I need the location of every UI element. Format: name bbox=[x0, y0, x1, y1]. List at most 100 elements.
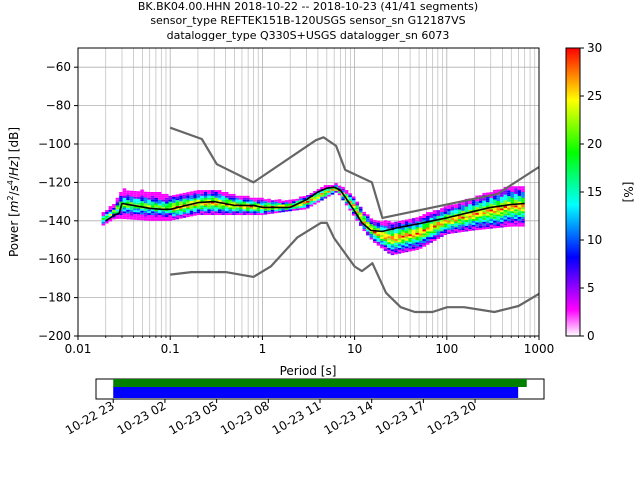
density-cell bbox=[475, 220, 479, 223]
density-cell bbox=[454, 223, 458, 226]
density-cell bbox=[482, 204, 486, 207]
density-cell bbox=[443, 227, 448, 230]
density-cell bbox=[429, 214, 434, 216]
density-cell bbox=[165, 207, 169, 210]
density-cell bbox=[242, 203, 247, 206]
density-cell bbox=[503, 207, 508, 210]
density-cell bbox=[390, 245, 395, 248]
density-cell bbox=[147, 205, 151, 208]
density-cell bbox=[461, 214, 465, 217]
density-cell bbox=[425, 235, 430, 238]
density-cell bbox=[256, 197, 261, 200]
density-cell bbox=[415, 230, 419, 233]
density-cell bbox=[182, 206, 187, 209]
density-cell bbox=[408, 226, 412, 229]
density-cell bbox=[362, 227, 367, 230]
density-cell bbox=[256, 201, 261, 204]
density-cell bbox=[133, 200, 137, 203]
density-cell bbox=[454, 231, 458, 233]
density-cell bbox=[425, 233, 430, 236]
density-cell bbox=[457, 224, 462, 227]
density-cell bbox=[288, 199, 292, 202]
density-cell bbox=[295, 200, 300, 203]
density-cell bbox=[418, 227, 423, 230]
density-cell bbox=[263, 201, 268, 204]
density-cell bbox=[182, 194, 187, 197]
density-cell bbox=[369, 226, 374, 228]
timeline-bar bbox=[113, 379, 527, 387]
density-cell bbox=[168, 207, 173, 210]
density-cell bbox=[129, 196, 134, 199]
density-cell bbox=[168, 205, 173, 208]
density-cell bbox=[397, 245, 402, 248]
density-cell bbox=[401, 239, 405, 242]
density-cell bbox=[210, 205, 215, 208]
density-cell bbox=[147, 209, 151, 212]
density-cell bbox=[172, 198, 176, 201]
density-cell bbox=[457, 211, 462, 214]
density-cell bbox=[394, 250, 398, 253]
density-cell bbox=[172, 216, 176, 219]
density-cell bbox=[214, 207, 218, 210]
density-cell bbox=[150, 213, 155, 216]
density-cell bbox=[217, 213, 222, 216]
density-cell bbox=[429, 233, 434, 236]
density-cell bbox=[306, 198, 310, 201]
density-cell bbox=[485, 213, 490, 216]
density-cell bbox=[373, 221, 377, 224]
density-cell bbox=[443, 233, 448, 236]
density-cell bbox=[373, 231, 377, 234]
density-cell bbox=[140, 191, 144, 194]
density-cell bbox=[503, 194, 508, 197]
density-cell bbox=[313, 202, 317, 205]
density-cell bbox=[165, 205, 169, 208]
density-cell bbox=[302, 205, 307, 208]
density-cell bbox=[334, 183, 338, 186]
density-cell bbox=[306, 195, 310, 197]
density-cell bbox=[129, 215, 134, 218]
figure-title: BK.BK04.00.HHN 2018-10-22 -- 2018-10-23 … bbox=[138, 0, 478, 42]
density-cell bbox=[200, 207, 204, 210]
density-cell bbox=[112, 203, 116, 206]
density-cell bbox=[129, 206, 134, 209]
x-axis-label: Period [s] bbox=[280, 364, 337, 378]
density-cell bbox=[143, 191, 148, 194]
density-cell bbox=[235, 195, 240, 198]
density-cell bbox=[447, 220, 451, 223]
density-cell bbox=[355, 216, 359, 219]
density-cell bbox=[468, 219, 472, 222]
density-cell bbox=[249, 213, 254, 216]
density-cell bbox=[214, 199, 218, 202]
density-cell bbox=[150, 192, 155, 194]
density-cell bbox=[401, 245, 405, 248]
density-cell bbox=[485, 217, 490, 220]
density-cell bbox=[503, 198, 508, 201]
y-tick-label: −80 bbox=[46, 99, 71, 113]
density-cell bbox=[475, 222, 479, 225]
density-cell bbox=[235, 197, 240, 200]
density-cell bbox=[129, 198, 134, 201]
density-cell bbox=[126, 205, 130, 208]
density-cell bbox=[376, 226, 381, 229]
density-cell bbox=[411, 243, 416, 245]
density-cell bbox=[485, 192, 490, 195]
density-cell bbox=[457, 228, 462, 231]
density-cell bbox=[387, 230, 391, 233]
density-cell bbox=[366, 221, 370, 224]
density-cell bbox=[521, 195, 525, 198]
density-cell bbox=[115, 216, 120, 219]
density-cell bbox=[380, 240, 384, 243]
density-cell bbox=[471, 207, 476, 210]
density-cell bbox=[161, 193, 166, 196]
density-cell bbox=[404, 246, 409, 249]
density-cell bbox=[383, 247, 388, 250]
density-cell bbox=[260, 213, 264, 216]
density-cell bbox=[464, 223, 469, 226]
density-cell bbox=[376, 243, 381, 246]
density-cell bbox=[239, 213, 243, 216]
density-cell bbox=[186, 211, 190, 214]
density-cell bbox=[295, 208, 300, 211]
density-cell bbox=[440, 213, 444, 216]
density-cell bbox=[355, 211, 359, 214]
density-cell bbox=[203, 211, 208, 214]
